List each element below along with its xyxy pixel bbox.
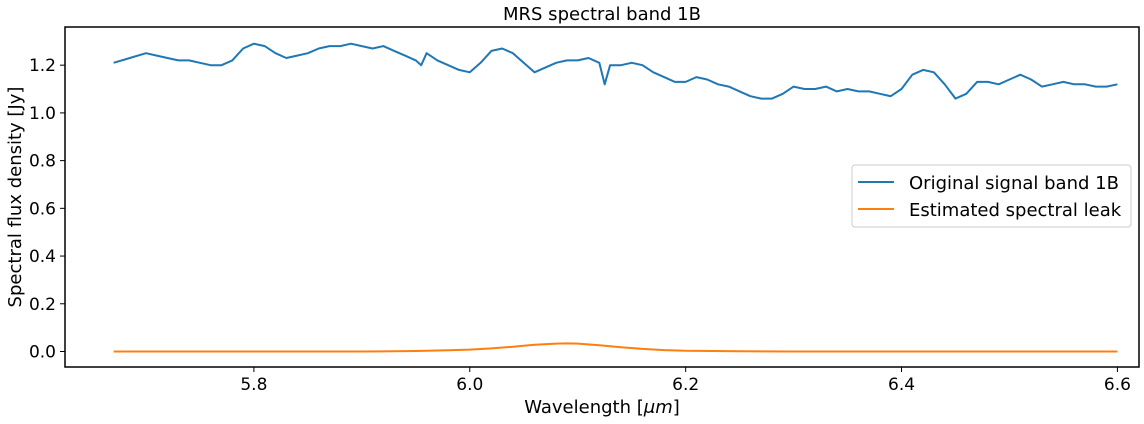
- plot-area: [64, 26, 1140, 368]
- x-tick-label: 6.0: [456, 375, 483, 395]
- legend-box: [851, 164, 1132, 228]
- series-line-spectral-leak: [113, 342, 1118, 353]
- legend: Original signal band 1B Estimated spectr…: [851, 164, 1132, 228]
- y-tick-label: 0.2: [29, 295, 56, 315]
- y-axis-ticks: 0.0 0.2 0.4 0.6 0.8 1.0 1.2: [29, 56, 65, 362]
- x-tick-label: 6.2: [672, 375, 699, 395]
- x-axis-ticks: 5.8 6.0 6.2 6.4 6.6: [240, 367, 1131, 395]
- series-layer: [113, 42, 1118, 353]
- x-tick-label: 6.6: [1104, 375, 1131, 395]
- y-tick-label: 0.8: [29, 152, 56, 172]
- chart-title: MRS spectral band 1B: [503, 4, 701, 25]
- y-tick-label: 0.6: [29, 199, 56, 219]
- y-tick-label: 0.0: [29, 342, 56, 362]
- y-tick-label: 0.4: [29, 247, 56, 267]
- legend-label-spectral-leak: Estimated spectral leak: [909, 200, 1122, 221]
- x-tick-label: 6.4: [888, 375, 915, 395]
- x-tick-label: 5.8: [240, 375, 267, 395]
- y-tick-label: 1.2: [29, 56, 56, 76]
- legend-label-original-signal: Original signal band 1B: [909, 173, 1119, 194]
- series-line-original-signal: [113, 42, 1118, 100]
- x-axis-label: Wavelength [μm]: [524, 397, 680, 418]
- y-tick-label: 1.0: [29, 104, 56, 124]
- y-axis-label: Spectral flux density [Jy]: [5, 87, 26, 308]
